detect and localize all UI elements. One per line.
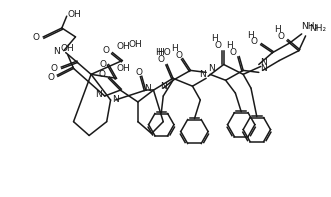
Text: O: O — [98, 70, 105, 79]
Text: NH₂: NH₂ — [309, 23, 327, 33]
Text: OH: OH — [61, 44, 74, 53]
Text: N: N — [260, 64, 267, 73]
Text: O: O — [214, 41, 221, 50]
Text: H: H — [274, 25, 281, 34]
Text: O: O — [251, 37, 258, 46]
Text: N: N — [260, 58, 267, 67]
Text: H: H — [171, 44, 178, 53]
Text: O: O — [230, 48, 237, 57]
Text: O: O — [102, 46, 109, 55]
Text: O: O — [33, 33, 40, 42]
Text: HO: HO — [157, 48, 171, 57]
Text: N: N — [112, 96, 119, 104]
Text: NH₂: NH₂ — [301, 21, 318, 31]
Text: O: O — [99, 60, 106, 69]
Text: O: O — [278, 32, 285, 41]
Text: N: N — [54, 47, 60, 56]
Text: H: H — [155, 48, 162, 57]
Text: H: H — [248, 31, 254, 40]
Text: N: N — [208, 64, 214, 73]
Text: H: H — [226, 41, 233, 50]
Text: O: O — [158, 55, 165, 64]
Text: N: N — [96, 90, 102, 98]
Text: OH: OH — [128, 40, 142, 49]
Text: H: H — [212, 34, 218, 43]
Text: OH: OH — [117, 42, 130, 51]
Text: OH: OH — [68, 10, 81, 19]
Text: OH: OH — [117, 64, 130, 73]
Text: O: O — [48, 73, 55, 82]
Text: O: O — [51, 64, 58, 73]
Text: O: O — [175, 51, 182, 60]
Text: N: N — [160, 82, 166, 91]
Text: N: N — [144, 84, 151, 93]
Text: N: N — [199, 70, 206, 79]
Text: O: O — [135, 68, 142, 77]
